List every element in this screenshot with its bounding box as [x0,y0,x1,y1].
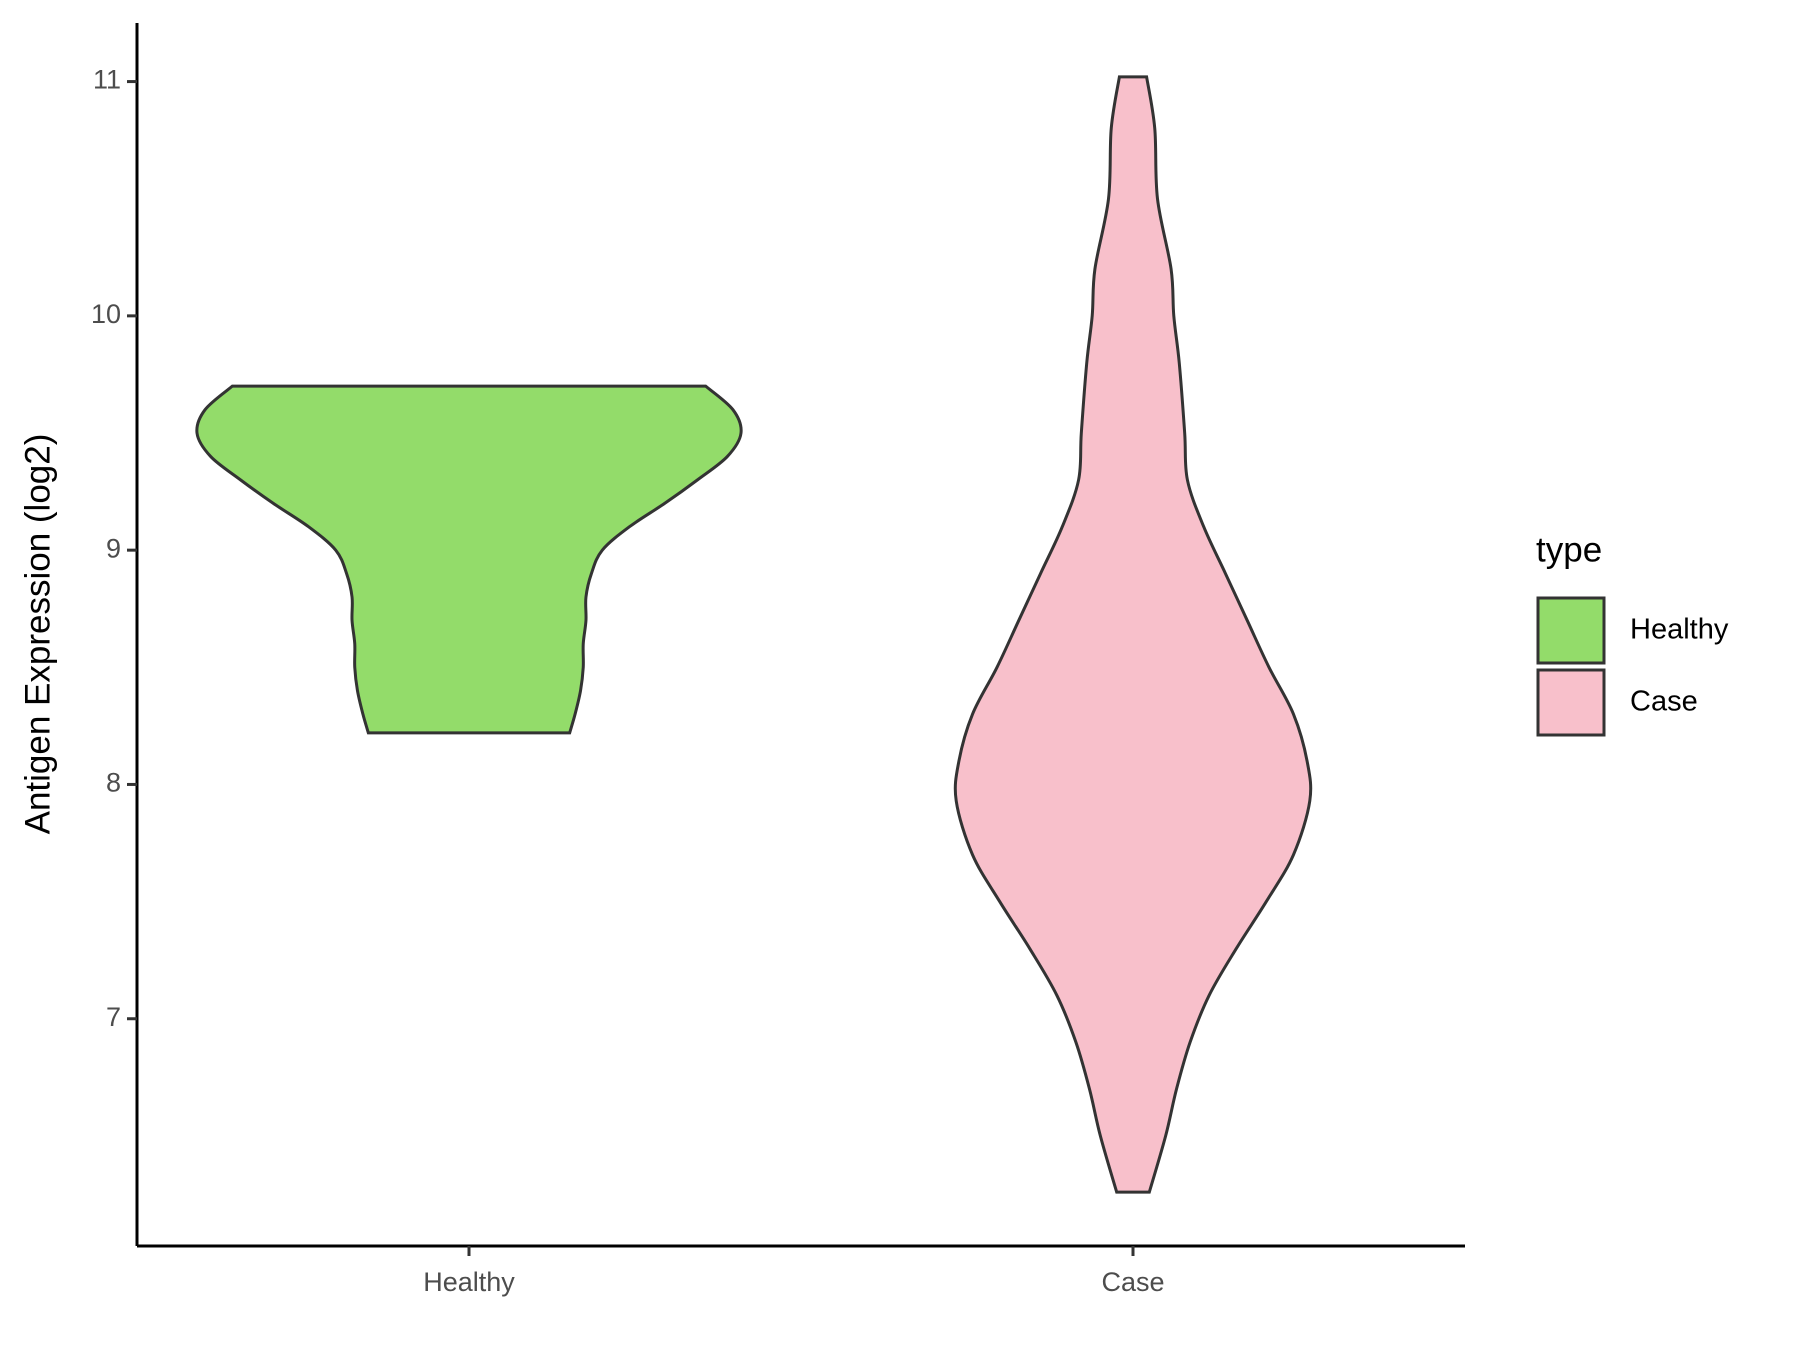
y-tick-label: 8 [106,768,121,798]
y-axis-title: Antigen Expression (log2) [18,434,57,835]
legend-title: type [1536,530,1602,569]
violin [953,75,1313,1194]
legend-key [1536,596,1606,665]
x-tick-label: Case [1101,1267,1164,1297]
legend-label: Case [1630,686,1698,718]
x-tick-label: Healthy [423,1267,515,1297]
legend-label: Healthy [1630,614,1729,646]
y-tick-label: 10 [91,299,121,329]
legend-key [1536,668,1606,737]
y-tick-label: 7 [106,1002,121,1032]
violin [195,384,743,735]
y-tick-label: 11 [93,65,121,95]
y-tick-label: 9 [106,533,121,563]
